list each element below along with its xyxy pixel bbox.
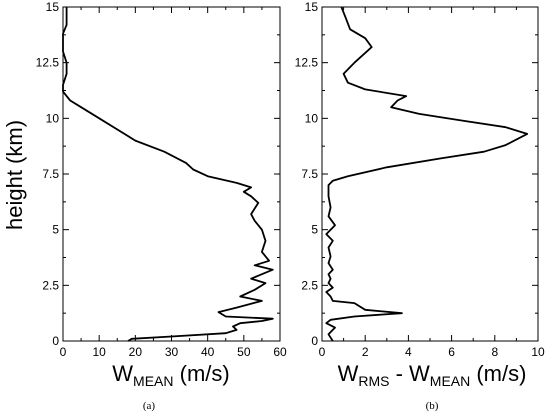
panel-a-x-label-sub: MEAN xyxy=(133,373,173,389)
panel-a-series-line xyxy=(62,7,274,342)
panel-a-y-tick-label: 15 xyxy=(46,0,60,14)
panel-b-x-tick-label: 0 xyxy=(319,345,326,359)
panel-a-x-tick-label: 10 xyxy=(92,345,106,359)
panel-b-y-tick-label: 0 xyxy=(311,334,318,348)
panel-b-x-label-unit: (m/s) xyxy=(470,361,526,386)
panel-b-ticks: 0 2 4 6 8 10 0 2.5 5 7.5 10 12.5 15 xyxy=(295,0,545,359)
panel-a-y-tick-label: 0 xyxy=(52,334,59,348)
panel-a-x-tick-label: 60 xyxy=(273,345,287,359)
panel-a-x-tick-label: 50 xyxy=(237,345,251,359)
panel-a-y-tick-label: 5 xyxy=(52,223,59,237)
panel-a-x-label-unit: (m/s) xyxy=(174,361,230,386)
panel-a-y-tick-label: 2.5 xyxy=(42,278,59,292)
panel-b-y-tick-label: 5 xyxy=(311,223,318,237)
panel-a-x-tick-label: 0 xyxy=(60,345,67,359)
panel-b-x-tick-label: 6 xyxy=(448,345,455,359)
panel-a-x-tick-label: 30 xyxy=(165,345,179,359)
panel-a-x-tick-label: 40 xyxy=(201,345,215,359)
panel-b-y-tick-label: 10 xyxy=(305,111,319,125)
panel-b-x-tick-label: 8 xyxy=(491,345,498,359)
panel-a-y-tick-label: 10 xyxy=(46,111,60,125)
panel-a-x-label-main: W xyxy=(112,361,133,386)
panel-b-label: (b) xyxy=(426,400,439,412)
panel-b-x-axis-label: WRMS - WMEAN (m/s) xyxy=(338,361,527,389)
panel-b-y-tick-label: 2.5 xyxy=(301,278,318,292)
panel-a-y-tick-label: 7.5 xyxy=(42,167,59,181)
panel-b-y-tick-label: 12.5 xyxy=(295,56,319,70)
panel-a-ticks: 0 10 20 30 40 50 60 0 2.5 5 7.5 10 12.5 15 xyxy=(36,0,287,359)
panel-b-x-label-main: W xyxy=(338,361,359,386)
panel-b-x-tick-label: 10 xyxy=(531,345,545,359)
panel-a-x-tick-label: 20 xyxy=(129,345,143,359)
panel-b-chart: 0 2 4 6 8 10 0 2.5 5 7.5 10 12.5 15 WRMS - WMEAN (m/… xyxy=(295,0,545,412)
panel-b-x-label-sub: RMS xyxy=(358,373,389,389)
panel-b-y-tick-label: 15 xyxy=(305,0,319,14)
panel-a-label: (a) xyxy=(143,400,156,412)
panel-a-plot-frame xyxy=(62,6,281,342)
panel-b-x-tick-label: 4 xyxy=(405,345,412,359)
panel-b-x-label-sub2: MEAN xyxy=(430,373,470,389)
panel-b-x-label-mid: - W xyxy=(389,361,430,386)
panel-a-chart: 0 10 20 30 40 50 60 0 2.5 5 7.5 10 12.5 15 WMEAN (m/s… xyxy=(36,0,287,412)
panel-b-series-line xyxy=(325,6,529,342)
y-axis-label: height (km) xyxy=(2,120,27,230)
panel-a-x-axis-label: WMEAN (m/s) xyxy=(112,361,229,389)
panel-b-x-tick-label: 2 xyxy=(362,345,369,359)
panel-b-y-tick-label: 7.5 xyxy=(301,167,318,181)
panel-a-y-tick-label: 12.5 xyxy=(36,56,60,70)
